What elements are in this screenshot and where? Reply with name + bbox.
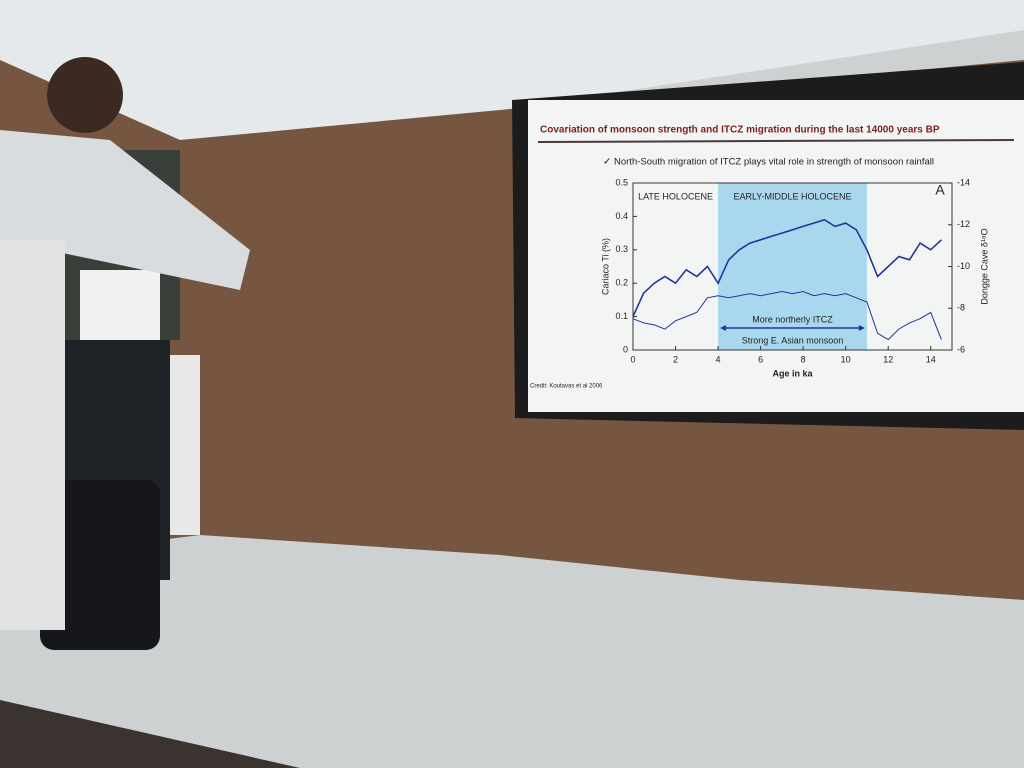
title-rule (537, 139, 1015, 143)
slide: Covariation of monsoon strength and ITCZ… (528, 100, 1024, 412)
y2-tick-label: -10 (957, 261, 970, 271)
x-tick-label: 10 (841, 354, 851, 364)
y-tick-label: 0.2 (615, 278, 628, 288)
x-tick-label: 0 (630, 354, 635, 364)
x-tick-label: 4 (716, 354, 721, 364)
series-line (632, 290, 942, 341)
y2-tick-label: -14 (957, 177, 970, 187)
panel-label: A (935, 182, 945, 198)
highlight-band (718, 183, 867, 350)
podium-body (0, 240, 65, 630)
y-tick-label: 0.1 (615, 311, 628, 321)
ceiling (0, 0, 1024, 140)
y-tick-label: 0.3 (615, 244, 628, 254)
bullet-text: North-South migration of ITCZ plays vita… (614, 157, 934, 168)
annotation: EARLY-MIDDLE HOLOCENE (733, 191, 851, 201)
cabinet (170, 355, 200, 535)
annotation: Strong E. Asian monsoon (742, 335, 844, 345)
y-axis-label: Cariaco Ti (%) (600, 238, 610, 295)
x-axis-label: Age in ka (772, 368, 813, 378)
x-tick-label: 14 (926, 354, 936, 364)
slide-title: Covariation of monsoon strength and ITCZ… (540, 125, 940, 136)
x-tick-label: 2 (673, 354, 678, 364)
x-tick-label: 8 (801, 354, 806, 364)
y-tick-label: 0 (623, 344, 628, 354)
y-tick-label: 0.4 (615, 211, 628, 221)
y2-tick-label: -6 (957, 344, 965, 354)
y2-tick-label: -12 (957, 219, 970, 229)
annotation: LATE HOLOCENE (638, 191, 713, 201)
person-shirt (80, 270, 160, 340)
y2-tick-label: -8 (957, 303, 965, 313)
y2-axis-label: Dongge Cave δ¹⁸O (979, 228, 989, 304)
person-head (47, 57, 123, 133)
series-line (632, 218, 942, 317)
check-icon: ✓ (603, 157, 611, 168)
floor-mat (0, 700, 300, 768)
x-tick-label: 12 (883, 354, 893, 364)
x-tick-label: 6 (758, 354, 763, 364)
annotation: More northerly ITCZ (752, 314, 833, 324)
credit: Credit: Koutavas et al 2006 (530, 384, 603, 390)
backpack (40, 480, 160, 650)
y-tick-label: 0.5 (615, 177, 628, 187)
